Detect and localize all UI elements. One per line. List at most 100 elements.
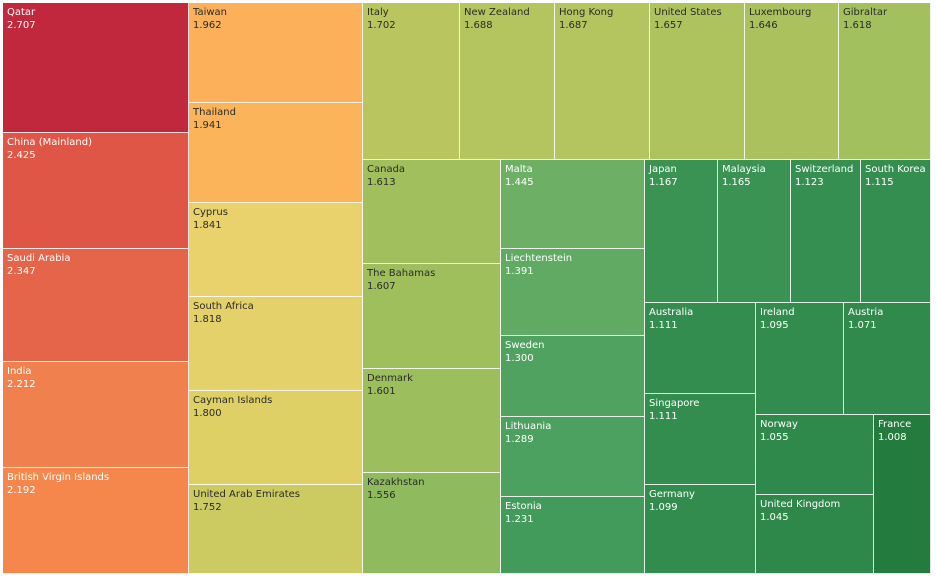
- treemap-cell-label: Italy 1.702: [367, 7, 396, 32]
- country-value: 1.071: [848, 319, 877, 331]
- treemap-cell-label: Germany 1.099: [649, 489, 695, 514]
- treemap-cell-thailand: Thailand 1.941: [189, 103, 363, 203]
- country-name: United States: [654, 7, 722, 18]
- treemap-cell-china-mainland: China (Mainland) 2.425: [3, 133, 189, 249]
- country-value: 1.099: [649, 501, 678, 513]
- country-value: 1.055: [760, 431, 789, 443]
- treemap-cell-label: Luxembourg 1.646: [749, 7, 811, 32]
- treemap-cell-south-africa: South Africa 1.818: [189, 297, 363, 391]
- country-value: 1.045: [760, 511, 789, 523]
- treemap-cell-united-arab-emirates: United Arab Emirates 1.752: [189, 485, 363, 574]
- country-name: Switzerland: [795, 164, 854, 175]
- treemap-cell-new-zealand: New Zealand 1.688: [460, 3, 555, 160]
- treemap-cell-liechtenstein: Liechtenstein 1.391: [501, 249, 645, 336]
- treemap-cell-label: India 2.212: [7, 366, 36, 391]
- treemap-cell-label: Australia 1.111: [649, 307, 693, 332]
- country-value: 1.445: [505, 176, 534, 188]
- treemap-cell-hong-kong: Hong Kong 1.687: [555, 3, 650, 160]
- treemap-cell-label: British Virgin Islands 2.192: [7, 472, 109, 497]
- treemap-cell-the-bahamas: The Bahamas 1.607: [363, 264, 501, 369]
- country-value: 2.212: [7, 378, 36, 390]
- treemap-cell-luxembourg: Luxembourg 1.646: [745, 3, 839, 160]
- treemap-cell-estonia: Estonia 1.231: [501, 497, 645, 574]
- treemap-cell-label: Lithuania 1.289: [505, 421, 551, 446]
- country-name: Cayman Islands: [193, 395, 273, 406]
- treemap-cell-label: Kazakhstan 1.556: [367, 477, 425, 502]
- country-value: 1.391: [505, 265, 534, 277]
- country-value: 1.962: [193, 19, 222, 31]
- country-value: 1.607: [367, 280, 396, 292]
- country-value: 1.111: [649, 410, 678, 422]
- country-name: Australia: [649, 307, 694, 318]
- country-name: The Bahamas: [367, 268, 436, 279]
- country-name: Estonia: [505, 501, 542, 512]
- treemap-cell-label: Saudi Arabia 2.347: [7, 253, 70, 278]
- country-name: Austria: [848, 307, 884, 318]
- country-name: Malta: [505, 164, 533, 175]
- treemap-cell-label: Ireland 1.095: [760, 307, 795, 332]
- treemap-cell-label: United States 1.657: [654, 7, 722, 32]
- treemap-cell-united-states: United States 1.657: [650, 3, 745, 160]
- treemap-cell-label: Gibraltar 1.618: [843, 7, 887, 32]
- treemap-cell-gibraltar: Gibraltar 1.618: [839, 3, 931, 160]
- treemap-cell-japan: Japan 1.167: [645, 160, 718, 303]
- country-name: China (Mainland): [7, 137, 93, 148]
- treemap-cell-label: Japan 1.167: [649, 164, 678, 189]
- country-name: Canada: [367, 164, 406, 175]
- country-name: France: [878, 419, 912, 430]
- treemap-cell-lithuania: Lithuania 1.289: [501, 417, 645, 497]
- treemap-cell-label: United Arab Emirates 1.752: [193, 489, 300, 514]
- country-name: Kazakhstan: [367, 477, 425, 488]
- treemap-cell-norway: Norway 1.055: [756, 415, 874, 495]
- country-value: 1.841: [193, 219, 222, 231]
- country-name: Gibraltar: [843, 7, 888, 18]
- country-name: Thailand: [193, 107, 236, 118]
- country-value: 1.115: [865, 176, 894, 188]
- treemap-cell-label: South Korea 1.115: [865, 164, 926, 189]
- treemap-cell-singapore: Singapore 1.111: [645, 394, 756, 485]
- treemap-cell-malta: Malta 1.445: [501, 160, 645, 249]
- treemap-cell-qatar: Qatar 2.707: [3, 3, 189, 133]
- country-name: Singapore: [649, 398, 700, 409]
- treemap-cell-label: Cyprus 1.841: [193, 207, 228, 232]
- country-name: Cyprus: [193, 207, 228, 218]
- treemap-cell-label: Malta 1.445: [505, 164, 534, 189]
- country-value: 2.425: [7, 149, 36, 161]
- country-value: 1.165: [722, 176, 751, 188]
- country-value: 1.008: [878, 431, 907, 443]
- treemap-cell-south-korea: South Korea 1.115: [861, 160, 931, 303]
- country-value: 1.556: [367, 489, 396, 501]
- country-name: South Africa: [193, 301, 254, 312]
- treemap-cell-australia: Australia 1.111: [645, 303, 756, 394]
- country-value: 1.111: [649, 319, 678, 331]
- treemap-cell-label: Malaysia 1.165: [722, 164, 766, 189]
- country-name: Ireland: [760, 307, 795, 318]
- country-name: Sweden: [505, 340, 545, 351]
- country-name: South Korea: [865, 164, 926, 175]
- treemap-cell-label: The Bahamas 1.607: [367, 268, 435, 293]
- country-value: 2.347: [7, 265, 36, 277]
- country-name: Qatar: [7, 7, 36, 18]
- country-value: 1.167: [649, 176, 678, 188]
- country-name: Denmark: [367, 373, 413, 384]
- treemap-cell-label: Liechtenstein 1.391: [505, 253, 572, 278]
- treemap-cell-switzerland: Switzerland 1.123: [791, 160, 861, 303]
- country-name: United Arab Emirates: [193, 489, 301, 500]
- treemap-cell-cayman-islands: Cayman Islands 1.800: [189, 391, 363, 485]
- treemap-cell-label: Cayman Islands 1.800: [193, 395, 272, 420]
- country-name: Malaysia: [722, 164, 766, 175]
- treemap-cell-label: United Kingdom 1.045: [760, 499, 840, 524]
- country-name: India: [7, 366, 32, 377]
- treemap-cell-label: China (Mainland) 2.425: [7, 137, 92, 162]
- country-value: 1.818: [193, 313, 222, 325]
- treemap-cell-malaysia: Malaysia 1.165: [718, 160, 791, 303]
- country-name: Liechtenstein: [505, 253, 573, 264]
- treemap-cell-label: Hong Kong 1.687: [559, 7, 613, 32]
- treemap-cell-france: France 1.008: [874, 415, 931, 574]
- country-name: Luxembourg: [749, 7, 812, 18]
- treemap-cell-canada: Canada 1.613: [363, 160, 501, 264]
- treemap-cell-ireland: Ireland 1.095: [756, 303, 844, 415]
- country-value: 1.231: [505, 513, 534, 525]
- country-name: British Virgin Islands: [7, 472, 110, 483]
